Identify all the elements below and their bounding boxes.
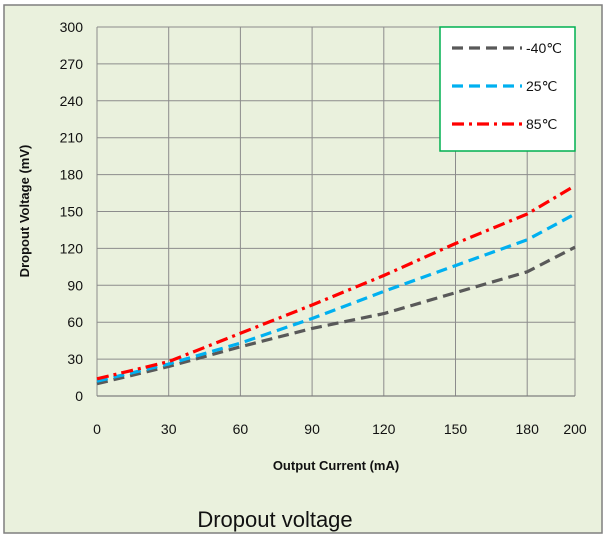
y-tick-label: 210 (60, 130, 84, 146)
legend-label-2: 25℃ (526, 78, 557, 94)
y-tick-label: 240 (60, 93, 84, 109)
y-tick-label: 150 (60, 204, 84, 220)
series-line-3 (96, 184, 576, 381)
x-tick-label: 60 (233, 421, 249, 437)
y-tick-label: 270 (60, 56, 84, 72)
series-layer (96, 184, 576, 386)
x-tick-label: 180 (516, 421, 540, 437)
y-tick-label: 300 (60, 19, 84, 35)
y-tick-label: 60 (67, 314, 83, 330)
chart-caption: Dropout voltage (197, 507, 352, 532)
y-tick-label: 30 (67, 351, 83, 367)
legend-label-1: -40℃ (526, 40, 562, 56)
x-tick-label: 200 (563, 421, 587, 437)
legend-label-3: 85℃ (526, 116, 557, 132)
y-tick-label: 120 (60, 240, 84, 256)
x-tick-label: 150 (444, 421, 468, 437)
x-tick-label: 90 (304, 421, 320, 437)
y-axis-title: Dropout Voltage (mV) (17, 145, 32, 278)
y-tick-label: 180 (60, 167, 84, 183)
series-line-2 (96, 212, 576, 383)
x-tick-label: 120 (372, 421, 396, 437)
series-line-1 (96, 245, 576, 386)
legend: -40℃ 25℃ 85℃ (439, 26, 576, 152)
y-tick-label: 90 (67, 277, 83, 293)
x-tick-label: 30 (161, 421, 177, 437)
y-tick-label: 0 (75, 388, 83, 404)
x-axis-title: Output Current (mA) (273, 458, 399, 473)
tick-labels: 0 30 60 90 120 150 180 210 240 270 300 0 30 60 90 120 15… (60, 19, 587, 437)
x-tick-label: 0 (93, 421, 101, 437)
legend-items: -40℃ 25℃ 85℃ (452, 40, 562, 132)
